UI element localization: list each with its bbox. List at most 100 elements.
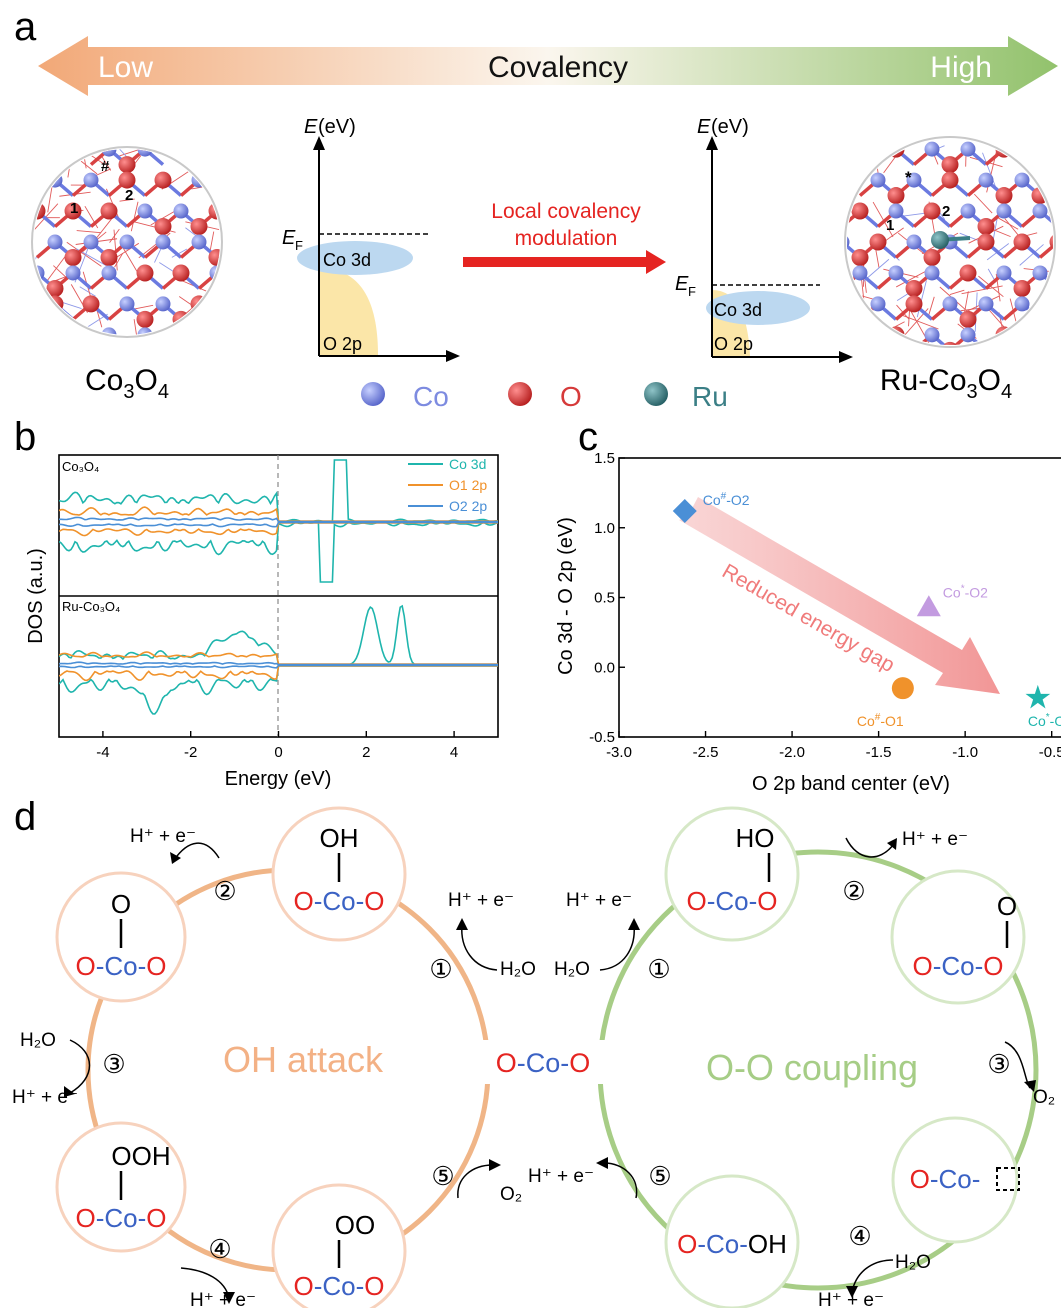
scatter-ticks: -3.0 -2.5 -2.0 -1.5 -1.0 -0.5 -0.5 0.0 0.5 1.0 1.5 <box>589 450 1061 761</box>
arrow-low-label: Low <box>98 51 153 84</box>
scatter-xtick-label: -3.0 <box>606 744 632 761</box>
site-2-left: 2 <box>125 187 133 204</box>
left-proton-3: H⁺ + e⁻ <box>12 1087 78 1108</box>
right-state-o: O O-Co-O <box>890 869 1026 1005</box>
panel-b: b DOS (a.u.) Co₃O₄ Ru-Co₃O₄ Co 3d O1 2p O2… <box>14 415 499 790</box>
left-state-o: O O-Co-O <box>55 871 187 1003</box>
panel-d-letter: d <box>14 795 36 839</box>
left-state-ooh-top: OOH <box>111 1141 170 1171</box>
dos-xtick-label: -2 <box>184 744 197 761</box>
center-species: O-Co-O <box>496 1048 591 1078</box>
dos-xticks: -4 -2 0 2 4 <box>96 731 458 761</box>
scatter-ytick-label: -0.5 <box>589 729 615 746</box>
site-hash-left: # <box>101 158 110 175</box>
scatter-points: Co#-O2 Co*-O2 Co#-O1 Co*-O1 <box>672 491 1061 729</box>
fermi-label-right: E <box>675 273 689 295</box>
dos-legend: Co 3d O1 2p O2 2p <box>408 456 487 514</box>
legend-co-atom <box>361 382 385 406</box>
panel-a: a Low Covalency High # 1 2 Co3O4 * 1 2 R… <box>14 5 1058 412</box>
right-state-o-top: O <box>997 891 1017 921</box>
scatter-xtick-label: -1.5 <box>866 744 892 761</box>
left-state-ooh: OOH O-Co-O <box>55 1121 187 1253</box>
fermi-label-left: E <box>282 227 296 249</box>
panel-a-letter: a <box>14 5 37 49</box>
modulation-line1: Local covalency <box>491 200 641 223</box>
scatter-point-triangle <box>916 595 941 617</box>
covalency-arrow <box>38 36 1058 96</box>
right-state-ho-top: HO <box>736 823 775 853</box>
right-step-1: ① <box>647 954 670 984</box>
modulation-line2: modulation <box>515 227 618 250</box>
scatter-ytick-label: 0.5 <box>594 590 615 607</box>
arrow-high-label: High <box>930 51 992 84</box>
legend-o-atom <box>508 382 532 406</box>
left-step-2: ② <box>213 876 236 906</box>
energy-diagram-left: E (eV) E F Co 3d O 2p <box>282 116 460 362</box>
o2p-label-left: O 2p <box>323 334 362 354</box>
dos-xtick-label: -4 <box>96 744 109 761</box>
right-state-ho: HO O-Co-O <box>664 806 800 942</box>
right-oxygen-3: O₂ <box>1033 1087 1055 1108</box>
scatter-ylabel: Co 3d - O 2p (eV) <box>555 517 577 675</box>
left-state-oo-base: O-Co-O <box>293 1271 384 1301</box>
left-water-3: H₂O <box>20 1030 56 1051</box>
dos-top-label: Co₃O₄ <box>62 459 99 474</box>
left-proton-2: H⁺ + e⁻ <box>130 826 196 847</box>
right-step-2: ② <box>842 876 865 906</box>
left-oxygen-5: O₂ <box>500 1184 522 1205</box>
left-state-o-top: O <box>111 889 131 919</box>
scatter-ytick-label: 0.0 <box>594 659 615 676</box>
scatter-xtick-label: -2.0 <box>779 744 805 761</box>
left-state-oo-top: OO <box>335 1210 375 1240</box>
right-proton-5: H⁺ + e⁻ <box>528 1166 594 1187</box>
oh-attack-title: OH attack <box>223 1039 384 1080</box>
left-step-5: ⑤ <box>431 1161 454 1191</box>
right-step-5: ⑤ <box>648 1161 671 1191</box>
scatter-point-label: Co*-O1 <box>1028 712 1061 729</box>
left-state-ooh-base: O-Co-O <box>75 1203 166 1233</box>
ru-co3o4-caption: Ru-Co3O4 <box>880 364 1012 403</box>
right-state-oh: O-Co-OH <box>664 1174 800 1308</box>
left-step-4: ④ <box>208 1234 231 1264</box>
left-state-oh: OH O-Co-O <box>271 806 407 942</box>
dos-legend-label: Co 3d <box>449 456 486 472</box>
oxygen-vacancy-box <box>996 1167 1020 1191</box>
scatter-point-label: Co*-O2 <box>943 583 988 600</box>
right-water-1: H₂O <box>554 959 590 980</box>
arrow-title: Covalency <box>488 51 628 84</box>
scatter-ytick-label: 1.0 <box>594 520 615 537</box>
dos-legend-label: O1 2p <box>449 477 487 493</box>
panel-c-letter: c <box>578 415 598 459</box>
o2p-label-right: O 2p <box>714 334 753 354</box>
dos-xtick-label: 4 <box>450 744 458 761</box>
energy-axis-label-left: E <box>304 116 318 138</box>
scatter-point-label: Co#-O2 <box>703 491 750 508</box>
reduced-gap-arrow <box>679 497 1000 694</box>
co3o4-caption: Co3O4 <box>85 364 169 403</box>
legend-co-label: Co <box>413 381 449 412</box>
legend-o-label: O <box>560 381 582 412</box>
dos-xlabel: Energy (eV) <box>225 768 332 790</box>
right-state-vacancy-base: O-Co- <box>910 1164 981 1194</box>
panel-c: c Co 3d - O 2p (eV) -3.0 -2.5 -2.0 -1.5 -1.0… <box>555 415 1061 795</box>
energy-axis-unit-left: (eV) <box>318 116 356 138</box>
left-proton-1: H⁺ + e⁻ <box>448 890 514 911</box>
right-state-oh-base: O-Co-OH <box>677 1229 787 1259</box>
right-step-4: ④ <box>848 1221 871 1251</box>
scatter-xtick-label: -1.0 <box>952 744 978 761</box>
right-proton-1: H⁺ + e⁻ <box>566 890 632 911</box>
site-2-right: 2 <box>942 203 950 220</box>
left-water-1: H₂O <box>500 959 536 980</box>
dos-bottom-label: Ru-Co₃O₄ <box>62 599 120 614</box>
scatter-point-circle <box>891 677 914 700</box>
scatter-point-label: Co#-O1 <box>857 712 904 729</box>
left-state-oh-base: O-Co-O <box>293 886 384 916</box>
co3o4-structure <box>31 146 223 338</box>
right-proton-2: H⁺ + e⁻ <box>902 829 968 850</box>
scatter-point-star <box>1025 684 1051 709</box>
panel-d: d OH attack O-O coupling O-Co-O OH O-Co-… <box>12 795 1055 1308</box>
scatter-xlabel: O 2p band center (eV) <box>752 773 950 795</box>
right-state-o-base: O-Co-O <box>912 951 1003 981</box>
dos-curves <box>59 459 498 715</box>
atom-legend: Co O Ru <box>361 381 728 412</box>
